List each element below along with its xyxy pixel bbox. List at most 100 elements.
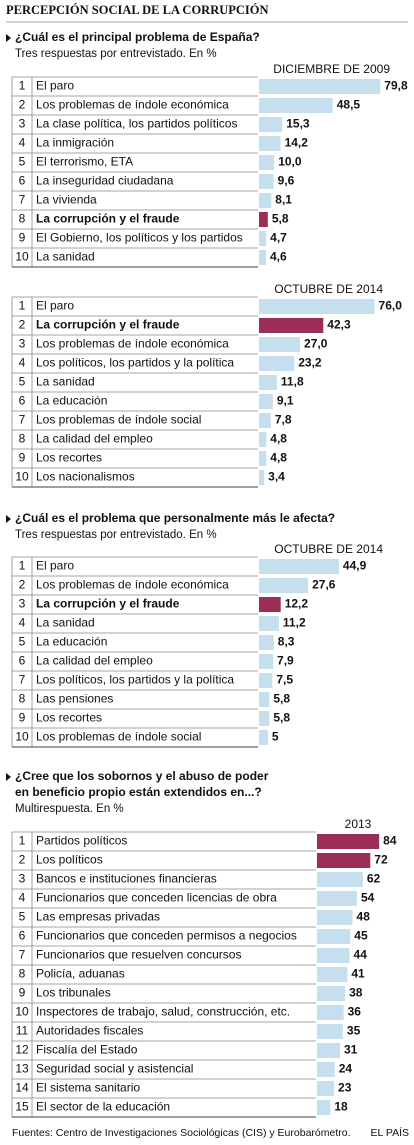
value-label: 23,2 — [298, 356, 322, 370]
bar — [259, 250, 266, 265]
value-label: 44,9 — [343, 559, 367, 573]
bar — [259, 136, 281, 151]
rank: 7 — [19, 413, 26, 427]
category-label: Funcionarios que resuelven concursos — [36, 948, 241, 962]
bullet — [6, 515, 11, 523]
chart-title: OCTUBRE DE 2014 — [274, 542, 383, 556]
bar — [259, 193, 272, 208]
rank: 13 — [15, 1062, 29, 1076]
category-label: Las pensiones — [36, 692, 113, 706]
rank: 8 — [19, 967, 26, 981]
category-label: Funcionarios que conceden licencias de o… — [36, 891, 277, 905]
rank: 6 — [19, 394, 26, 408]
category-label: Policía, aduanas — [36, 967, 125, 981]
bar — [259, 375, 277, 390]
category-label: Fiscalía del Estado — [36, 1043, 138, 1057]
rank: 6 — [19, 174, 26, 188]
value-label: 7,8 — [275, 413, 292, 427]
rank: 7 — [19, 673, 26, 687]
category-label: La inmigración — [36, 136, 114, 150]
value-label: 4,7 — [270, 231, 287, 245]
rank: 4 — [19, 616, 26, 630]
question: ¿Cuál es el problema que personalmente m… — [15, 511, 335, 525]
category-label: El terrorismo, ETA — [36, 155, 133, 169]
source: Fuentes: Centro de Investigaciones Socio… — [12, 1127, 351, 1139]
category-label: El paro — [36, 299, 74, 313]
category-label: Las empresas privadas — [36, 910, 160, 924]
subtitle: Multirespuesta. En % — [15, 803, 124, 815]
bar — [317, 929, 351, 944]
category-label: La clase política, los partidos político… — [36, 117, 237, 131]
bar — [317, 1062, 335, 1077]
bar — [317, 1100, 331, 1115]
bar — [259, 212, 268, 227]
question: ¿Cree que los sobornos y el abuso de pod… — [15, 769, 269, 783]
category-label: Los recortes — [36, 451, 102, 465]
bar — [317, 872, 363, 887]
bar — [259, 155, 275, 170]
category-label: Autoridades fiscales — [36, 1024, 143, 1038]
rank: 4 — [19, 891, 26, 905]
bar — [317, 1005, 344, 1020]
value-label: 27,0 — [304, 337, 328, 351]
chart-title: DICIEMBRE DE 2009 — [273, 62, 390, 76]
category-label: Funcionarios que conceden permisos a neg… — [36, 929, 297, 943]
value-label: 54 — [361, 891, 375, 905]
rank: 10 — [15, 250, 29, 264]
value-label: 24 — [339, 1062, 353, 1076]
rank: 10 — [15, 470, 29, 484]
rank: 6 — [19, 929, 26, 943]
bar — [259, 470, 265, 485]
value-label: 18 — [334, 1100, 348, 1114]
rank: 8 — [19, 432, 26, 446]
category-label: La calidad del empleo — [36, 654, 153, 668]
value-label: 27,6 — [312, 578, 336, 592]
value-label: 42,3 — [327, 318, 351, 332]
category-label: La sanidad — [36, 250, 95, 264]
category-label: El sistema sanitario — [36, 1081, 140, 1095]
bullet — [6, 34, 11, 42]
bar — [317, 1024, 343, 1039]
category-label: El paro — [36, 79, 74, 93]
bar — [259, 597, 281, 612]
bar — [259, 413, 271, 428]
value-label: 3,4 — [268, 470, 285, 484]
bar — [259, 337, 301, 352]
value-label: 38 — [349, 986, 363, 1000]
value-label: 10,0 — [278, 155, 302, 169]
value-label: 4,8 — [270, 432, 287, 446]
rank: 7 — [19, 948, 26, 962]
bar — [259, 635, 274, 650]
category-label: Seguridad social y asistencial — [36, 1062, 193, 1076]
value-label: 5,8 — [273, 692, 290, 706]
bar — [317, 834, 380, 849]
value-label: 76,0 — [379, 299, 403, 313]
rank: 8 — [19, 212, 26, 226]
category-label: La corrupción y el fraude — [36, 318, 180, 332]
rank: 14 — [15, 1081, 29, 1095]
category-label: Los nacionalismos — [36, 470, 135, 484]
category-label: Los tribunales — [36, 986, 111, 1000]
rank: 2 — [19, 98, 26, 112]
bar — [259, 692, 270, 707]
category-label: La sanidad — [36, 375, 95, 389]
rank: 6 — [19, 654, 26, 668]
value-label: 5,8 — [273, 711, 290, 725]
value-label: 48 — [357, 910, 371, 924]
category-label: Los problemas de índole económica — [36, 98, 229, 112]
bullet — [6, 773, 11, 781]
value-label: 45 — [354, 929, 368, 943]
value-label: 62 — [367, 872, 381, 886]
bar — [259, 578, 309, 593]
rank: 3 — [19, 337, 26, 351]
category-label: El sector de la educación — [36, 1100, 170, 1114]
rank: 1 — [19, 299, 26, 313]
category-label: La calidad del empleo — [36, 432, 153, 446]
value-label: 41 — [351, 967, 365, 981]
rank: 3 — [19, 872, 26, 886]
bar — [259, 711, 270, 726]
chart-title: 2013 — [345, 817, 372, 831]
bar — [317, 910, 353, 925]
bar — [317, 1043, 340, 1058]
